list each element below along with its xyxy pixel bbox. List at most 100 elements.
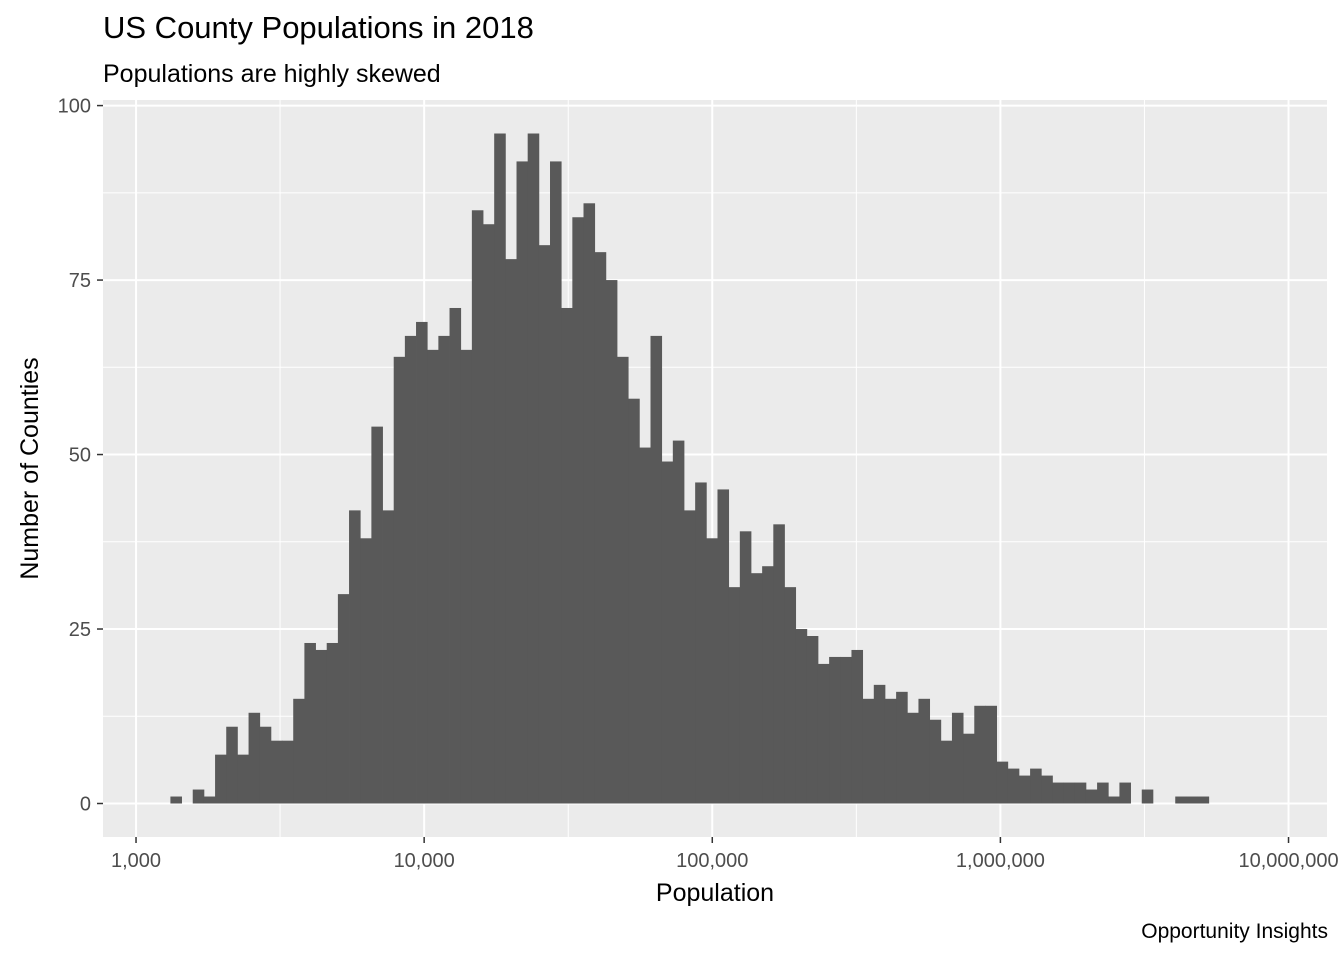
chart-title: US County Populations in 2018: [103, 10, 534, 45]
histogram-bar: [382, 510, 395, 804]
y-tick-label: 25: [69, 619, 91, 641]
histogram-bar: [762, 566, 774, 804]
histogram-bar: [1119, 782, 1131, 804]
chart-subtitle: Populations are highly skewed: [103, 60, 441, 88]
histogram-bar: [516, 161, 529, 804]
histogram-bar: [1175, 796, 1187, 804]
histogram-bar: [483, 224, 495, 804]
histogram-bar: [672, 440, 685, 804]
y-tick-label: 0: [80, 794, 91, 816]
histogram-bar: [572, 217, 584, 804]
x-axis: 1,000 10,000 100,000 1,000,000 10,000,000: [111, 837, 1339, 872]
histogram-bar: [795, 629, 808, 804]
histogram-bar: [270, 740, 283, 804]
y-axis: 0 25 50 75 100: [58, 96, 103, 816]
histogram-bar: [360, 538, 372, 804]
histogram-bar: [192, 789, 205, 804]
y-axis-title: Number of Counties: [16, 357, 44, 579]
histogram-bar: [1108, 796, 1120, 804]
histogram-bar: [806, 636, 819, 804]
histogram-bar: [248, 712, 261, 804]
histogram-bar: [237, 754, 249, 804]
histogram-bar: [929, 719, 942, 804]
histogram-bar: [226, 726, 238, 804]
histogram-bar: [349, 510, 361, 804]
histogram-bar: [896, 691, 908, 804]
histogram-bar: [661, 461, 674, 804]
histogram-bar: [594, 252, 607, 804]
histogram-bar: [1097, 782, 1109, 804]
histogram-bar: [438, 335, 450, 804]
histogram-bar: [617, 356, 629, 804]
histogram-bar: [717, 489, 730, 804]
histogram-bar: [1141, 789, 1154, 804]
histogram-bar: [404, 335, 417, 804]
histogram-bar: [337, 594, 350, 804]
histogram-bar: [639, 447, 651, 804]
histogram-bar: [963, 733, 975, 804]
histogram-bar: [293, 698, 305, 804]
histogram-bar: [550, 161, 562, 804]
histogram-bar: [1041, 775, 1053, 804]
histogram-bar: [817, 663, 830, 804]
x-tick-label: 10,000,000: [1238, 850, 1338, 872]
histogram-bar: [203, 796, 216, 804]
histogram-bar: [695, 482, 707, 804]
histogram-bar: [683, 510, 696, 804]
histogram-bar: [829, 656, 841, 804]
chart-caption: Opportunity Insights: [1141, 920, 1328, 943]
histogram-bar: [862, 698, 875, 804]
histogram-bar: [884, 698, 897, 804]
histogram-bar: [449, 307, 462, 804]
histogram-bar: [215, 754, 227, 804]
histogram-bar: [538, 245, 551, 804]
histogram-bar: [728, 587, 741, 804]
histogram-bar: [561, 307, 573, 804]
x-axis-title: Population: [656, 879, 774, 907]
histogram-bar: [985, 705, 998, 804]
histogram-bar: [1052, 782, 1064, 804]
histogram-bar: [907, 712, 919, 804]
x-tick-label: 1,000: [111, 850, 161, 872]
histogram-bar: [460, 349, 473, 804]
histogram-bar: [371, 426, 383, 804]
histogram-bar: [840, 656, 852, 804]
histogram-bar: [784, 587, 797, 804]
histogram-bar: [170, 796, 182, 804]
histogram-bar: [750, 573, 763, 804]
histogram-bar: [393, 356, 406, 804]
histogram-bar: [1063, 782, 1076, 804]
histogram-bar: [650, 335, 663, 804]
histogram-bar: [416, 321, 428, 804]
y-tick-label: 75: [69, 270, 91, 292]
histogram-bar: [304, 642, 316, 804]
histogram-bar: [605, 280, 618, 804]
y-tick-label: 100: [58, 96, 91, 118]
histogram-bar: [951, 712, 964, 804]
histogram-bar: [851, 649, 864, 804]
histogram-bar: [706, 538, 718, 804]
histogram-bar: [505, 259, 517, 804]
histogram-bar: [739, 531, 752, 804]
x-tick-label: 100,000: [676, 850, 748, 872]
histogram-bar: [1197, 796, 1210, 804]
histogram-bar: [1186, 796, 1198, 804]
histogram-bar: [494, 133, 506, 804]
histogram-bar: [628, 398, 640, 804]
histogram-bar: [940, 740, 953, 804]
x-tick-label: 1,000,000: [956, 850, 1045, 872]
histogram-bar: [1007, 768, 1020, 804]
histogram-bar: [471, 210, 484, 804]
histogram-bar: [427, 349, 439, 804]
histogram-bar: [282, 740, 294, 804]
histogram-bar: [1074, 782, 1087, 804]
histogram-bar: [1018, 775, 1031, 804]
histogram-bar: [583, 203, 596, 804]
histogram-bar: [773, 524, 785, 804]
histogram-bar: [326, 642, 339, 804]
histogram-bar: [527, 133, 540, 804]
histogram-bar: [918, 698, 931, 804]
histogram-bar: [1030, 768, 1042, 804]
histogram-bar: [974, 705, 986, 804]
histogram-bar: [315, 649, 328, 804]
